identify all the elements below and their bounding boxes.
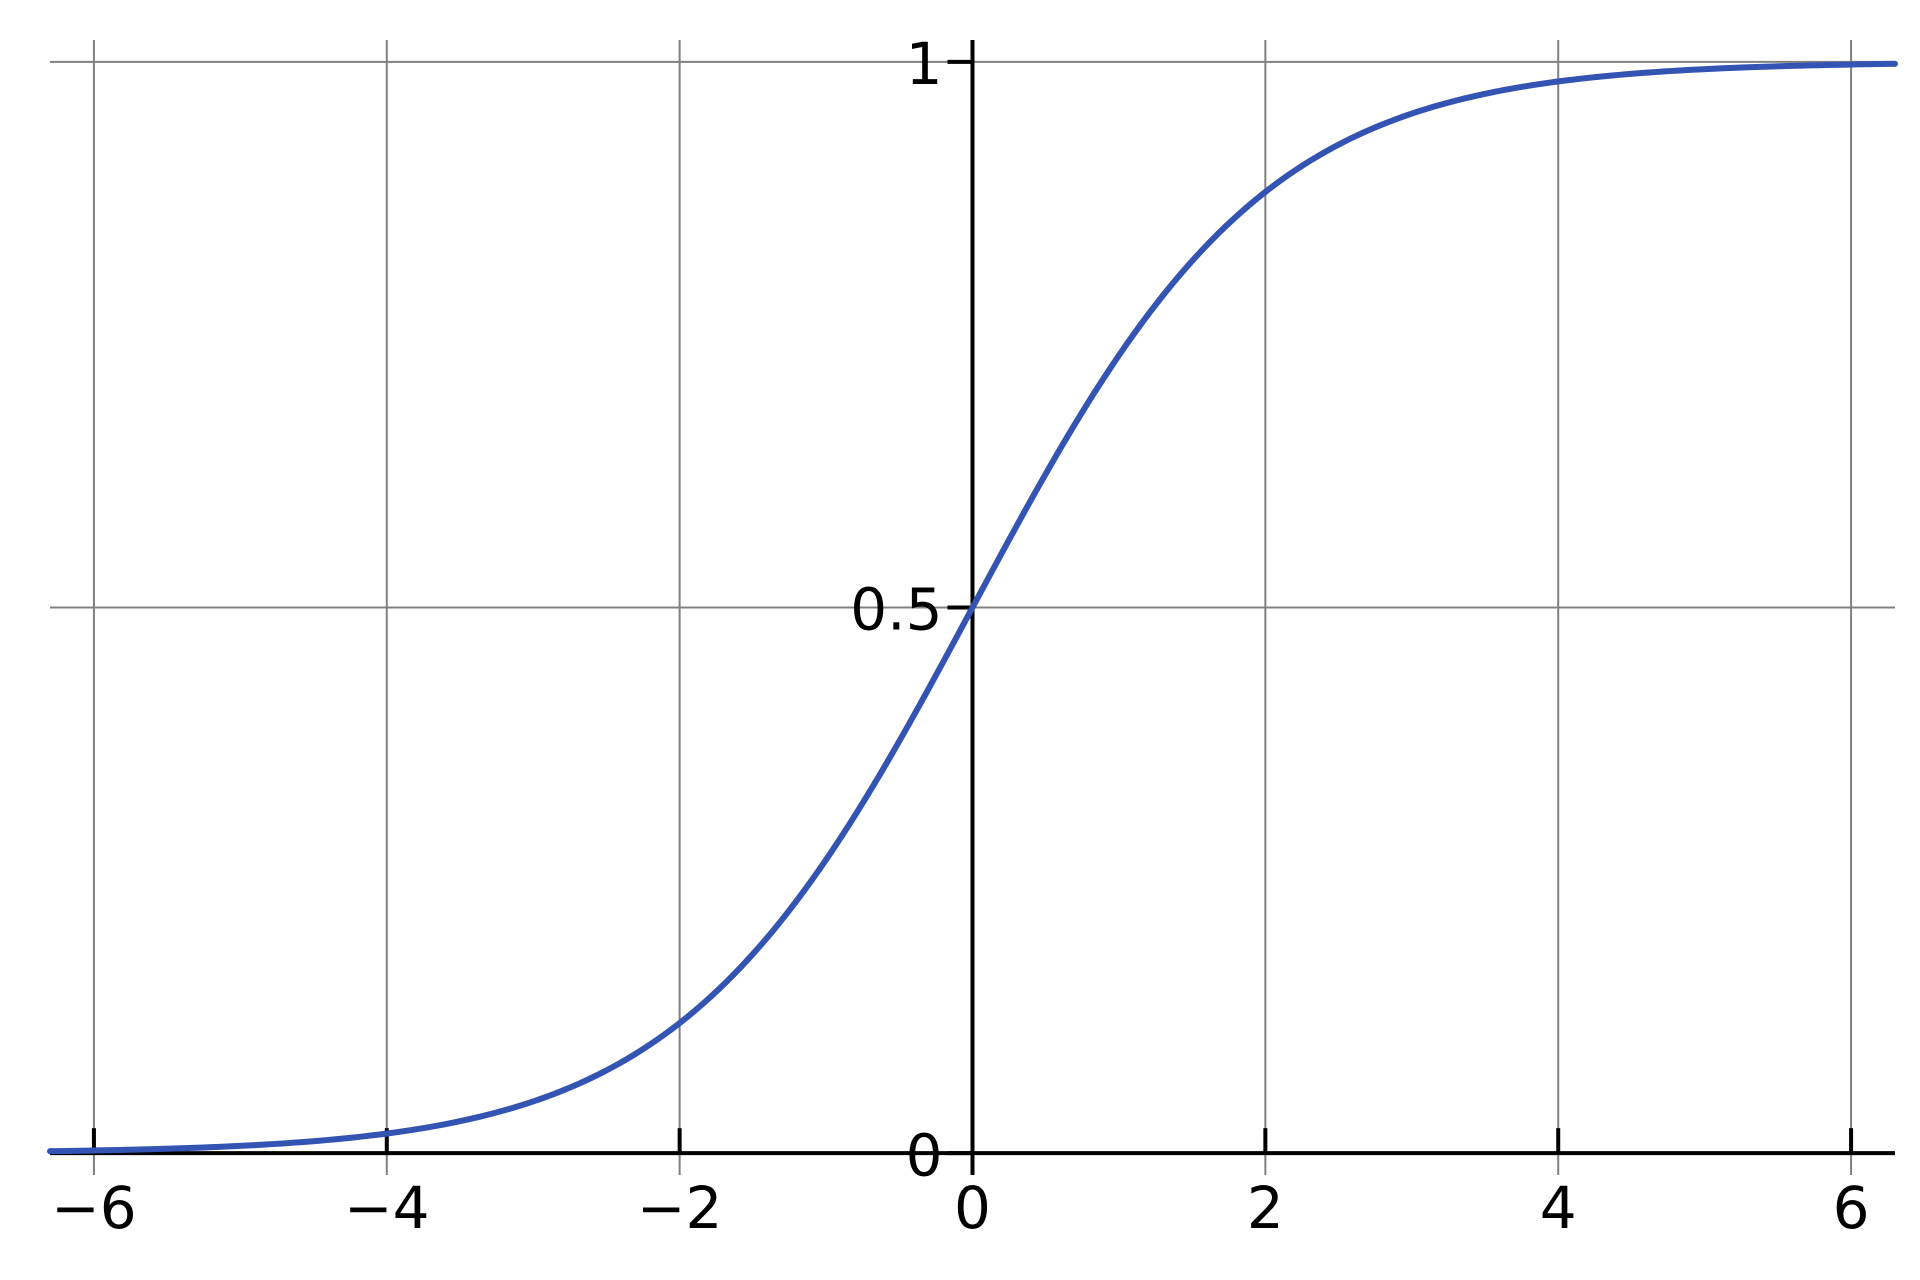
x-tick-label: −2 — [637, 1174, 723, 1242]
x-tick-label: 2 — [1247, 1174, 1284, 1242]
x-tick-label: 4 — [1540, 1174, 1577, 1242]
x-tick-label: 0 — [954, 1174, 991, 1242]
x-tick-label: −4 — [344, 1174, 430, 1242]
y-tick-label: 1 — [906, 30, 943, 98]
y-tick-label: 0.5 — [850, 576, 942, 644]
x-tick-label: −6 — [51, 1174, 137, 1242]
sigmoid-chart: −6 −4 −2 0 2 4 6 0 0.5 1 — [0, 0, 1920, 1280]
y-tick-label: 0 — [906, 1121, 943, 1189]
x-tick-label: 6 — [1833, 1174, 1870, 1242]
